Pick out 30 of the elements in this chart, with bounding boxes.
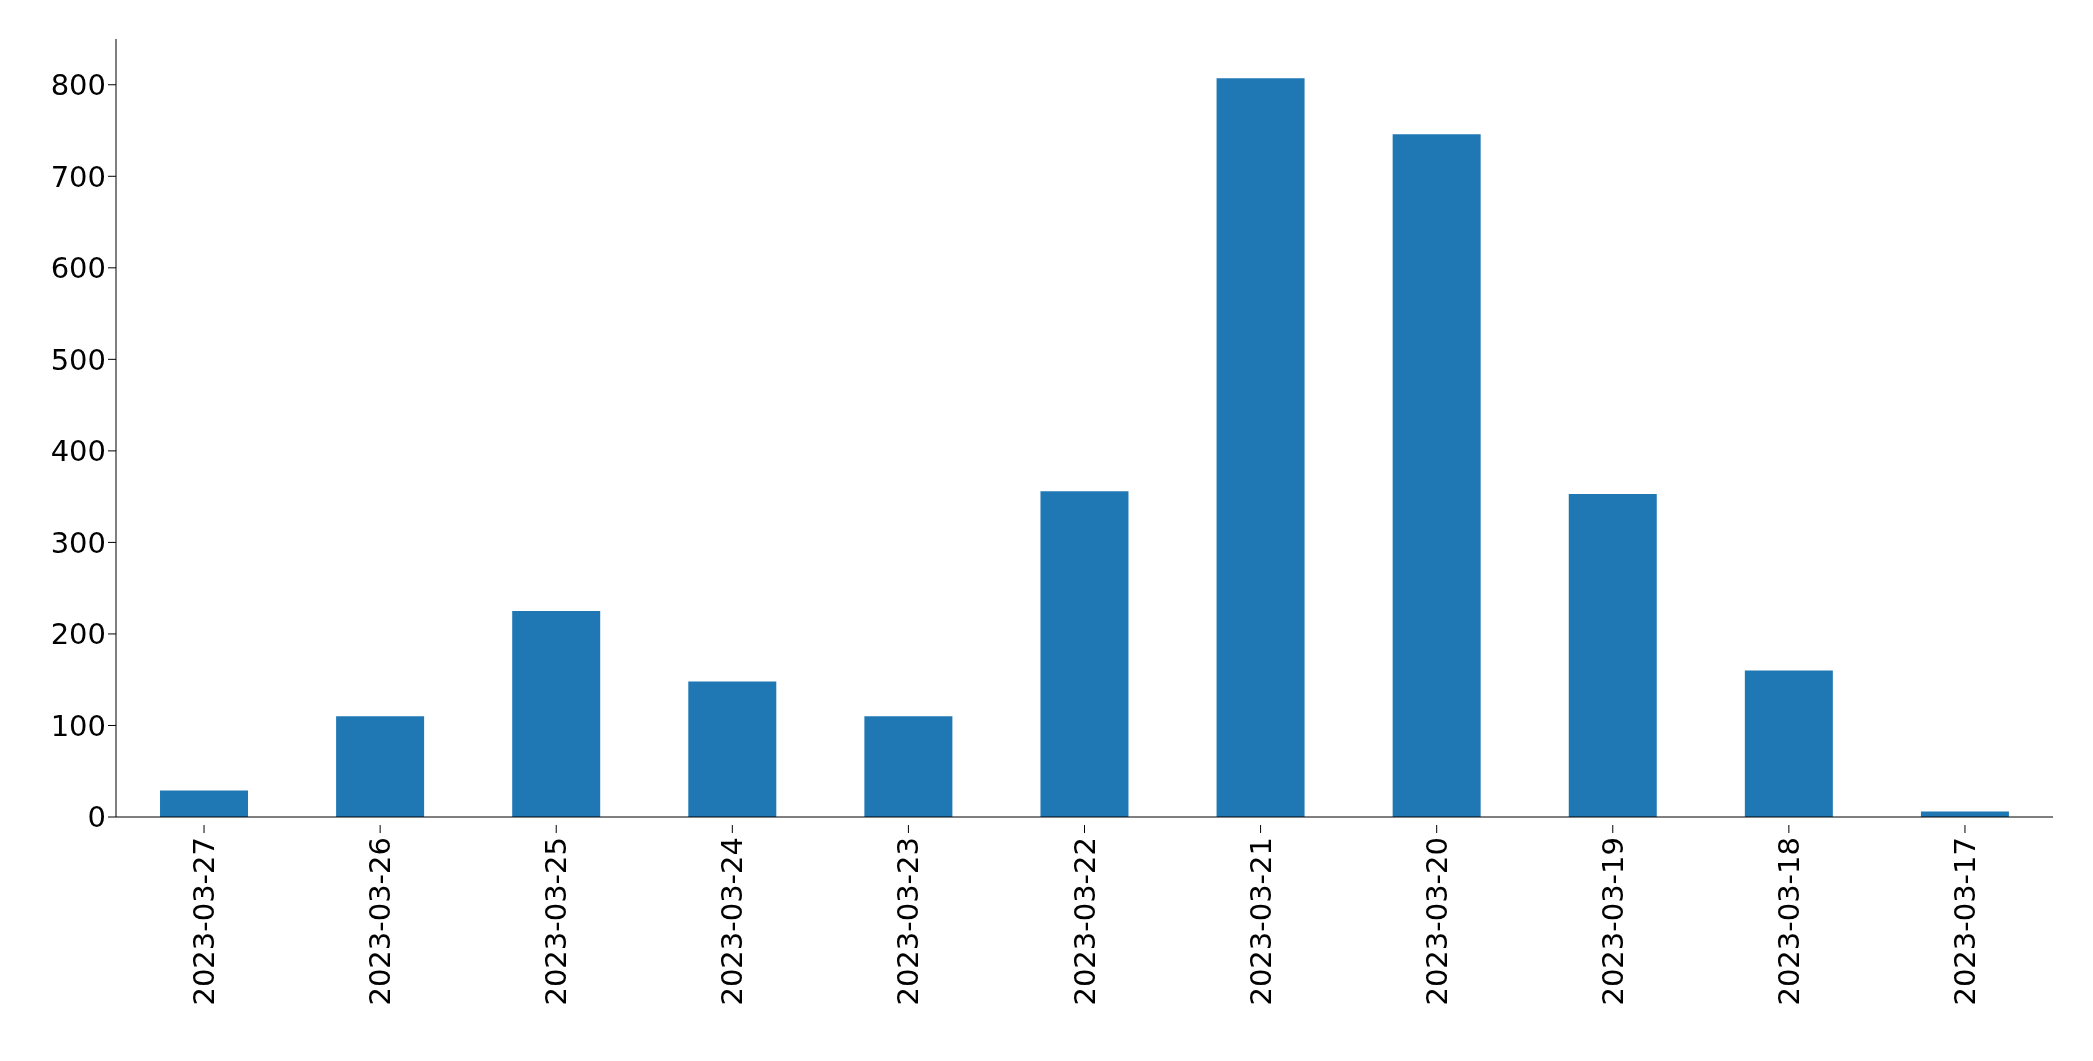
x-tick-label: 2023-03-23 (891, 837, 926, 1006)
bar (688, 681, 777, 817)
x-tick-label: 2023-03-18 (1771, 837, 1806, 1006)
bar (512, 611, 601, 817)
x-tick-label: 2023-03-20 (1419, 837, 1454, 1006)
x-tick-label: 2023-03-22 (1067, 837, 1102, 1006)
y-tick-label: 800 (50, 68, 106, 103)
y-tick-label: 300 (50, 525, 106, 560)
x-tick-label: 2023-03-26 (363, 837, 398, 1006)
y-tick-label: 500 (50, 342, 106, 377)
bar (864, 716, 953, 817)
y-tick-label: 700 (50, 159, 106, 194)
y-tick-label: 600 (50, 251, 106, 286)
bar (1216, 78, 1305, 817)
bar (1040, 491, 1129, 817)
bar (1744, 670, 1833, 817)
bar (1392, 134, 1481, 817)
x-tick-label: 2023-03-25 (539, 837, 574, 1006)
x-tick-label: 2023-03-21 (1243, 837, 1278, 1006)
y-tick-label: 200 (50, 617, 106, 652)
x-tick-label: 2023-03-17 (1947, 837, 1982, 1006)
x-tick-label: 2023-03-19 (1595, 837, 1630, 1006)
x-tick-label: 2023-03-24 (715, 837, 750, 1006)
bar (1568, 493, 1657, 817)
y-tick-label: 100 (50, 708, 106, 743)
bar (336, 716, 425, 817)
y-tick-label: 0 (87, 800, 106, 835)
y-tick-label: 400 (50, 434, 106, 469)
x-tick-label: 2023-03-27 (187, 837, 222, 1006)
bar (160, 790, 249, 817)
